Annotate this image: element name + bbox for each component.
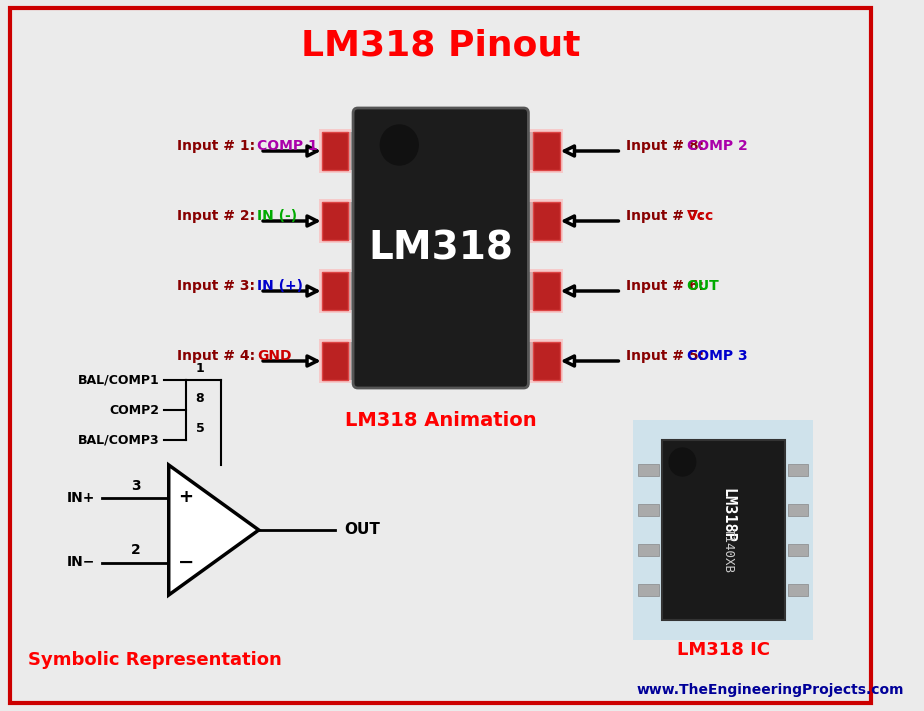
Polygon shape bbox=[169, 465, 259, 595]
Text: IN−: IN− bbox=[67, 555, 95, 570]
Text: www.TheEngineeringProjects.com: www.TheEngineeringProjects.com bbox=[637, 683, 905, 697]
Text: BAL/COMP1: BAL/COMP1 bbox=[78, 373, 159, 387]
Bar bbox=[638, 504, 659, 516]
Text: Input # 2:: Input # 2: bbox=[177, 209, 255, 223]
Bar bbox=[530, 339, 563, 383]
Bar bbox=[533, 342, 560, 380]
Text: +: + bbox=[178, 488, 193, 506]
Bar bbox=[322, 272, 348, 310]
Bar bbox=[787, 544, 808, 556]
Text: LM318 Pinout: LM318 Pinout bbox=[301, 28, 580, 62]
Bar bbox=[530, 199, 563, 243]
Bar bbox=[533, 272, 560, 310]
Bar bbox=[524, 272, 533, 310]
Text: IN+: IN+ bbox=[67, 491, 95, 505]
Text: T140XB: T140XB bbox=[722, 528, 735, 572]
Text: Input # 4:: Input # 4: bbox=[177, 349, 255, 363]
Text: 3: 3 bbox=[131, 479, 140, 493]
Bar bbox=[524, 342, 533, 380]
Text: OUT: OUT bbox=[344, 523, 380, 538]
Text: GND: GND bbox=[258, 349, 292, 363]
Bar bbox=[787, 584, 808, 596]
Bar bbox=[633, 420, 813, 640]
Text: COMP 2: COMP 2 bbox=[687, 139, 748, 153]
Bar bbox=[638, 584, 659, 596]
Bar bbox=[348, 202, 358, 240]
Bar bbox=[638, 464, 659, 476]
Bar bbox=[319, 339, 351, 383]
Bar bbox=[638, 544, 659, 556]
Bar bbox=[533, 132, 560, 170]
Bar bbox=[530, 129, 563, 173]
Bar bbox=[348, 342, 358, 380]
FancyBboxPatch shape bbox=[353, 108, 529, 388]
Bar bbox=[322, 342, 348, 380]
Text: OUT: OUT bbox=[687, 279, 720, 293]
Text: Input # 3:: Input # 3: bbox=[177, 279, 255, 293]
Text: Input # 8:: Input # 8: bbox=[626, 139, 704, 153]
Text: IN (-): IN (-) bbox=[258, 209, 298, 223]
Text: LM318 IC: LM318 IC bbox=[676, 641, 770, 659]
Circle shape bbox=[669, 448, 696, 476]
Text: Input # 6:: Input # 6: bbox=[626, 279, 704, 293]
Text: COMP 3: COMP 3 bbox=[687, 349, 748, 363]
Bar bbox=[319, 129, 351, 173]
Text: LM318 Animation: LM318 Animation bbox=[345, 412, 537, 430]
Bar bbox=[348, 132, 358, 170]
Bar bbox=[322, 202, 348, 240]
Bar bbox=[319, 269, 351, 313]
Text: Symbolic Representation: Symbolic Representation bbox=[28, 651, 282, 669]
Bar bbox=[322, 132, 348, 170]
Bar bbox=[524, 202, 533, 240]
Text: LM318P: LM318P bbox=[721, 488, 736, 542]
Text: Input # 7:: Input # 7: bbox=[626, 209, 704, 223]
Text: 5: 5 bbox=[196, 422, 204, 436]
Bar bbox=[530, 269, 563, 313]
Text: Input # 1:: Input # 1: bbox=[177, 139, 255, 153]
Text: BAL/COMP3: BAL/COMP3 bbox=[78, 434, 159, 447]
Text: 8: 8 bbox=[196, 392, 204, 405]
Bar bbox=[662, 440, 784, 620]
Text: COMP2: COMP2 bbox=[109, 404, 159, 417]
Text: IN (+): IN (+) bbox=[258, 279, 303, 293]
Text: 2: 2 bbox=[130, 543, 140, 557]
Text: Input # 5:: Input # 5: bbox=[626, 349, 704, 363]
Text: LM318: LM318 bbox=[369, 229, 513, 267]
Text: −: − bbox=[177, 553, 194, 572]
Bar bbox=[319, 199, 351, 243]
Bar bbox=[348, 272, 358, 310]
Text: 1: 1 bbox=[196, 363, 204, 375]
Text: Vcc: Vcc bbox=[687, 209, 714, 223]
Bar bbox=[787, 504, 808, 516]
Bar bbox=[787, 464, 808, 476]
Circle shape bbox=[381, 125, 419, 165]
Bar bbox=[524, 132, 533, 170]
Text: COMP 1: COMP 1 bbox=[258, 139, 318, 153]
Bar bbox=[533, 202, 560, 240]
